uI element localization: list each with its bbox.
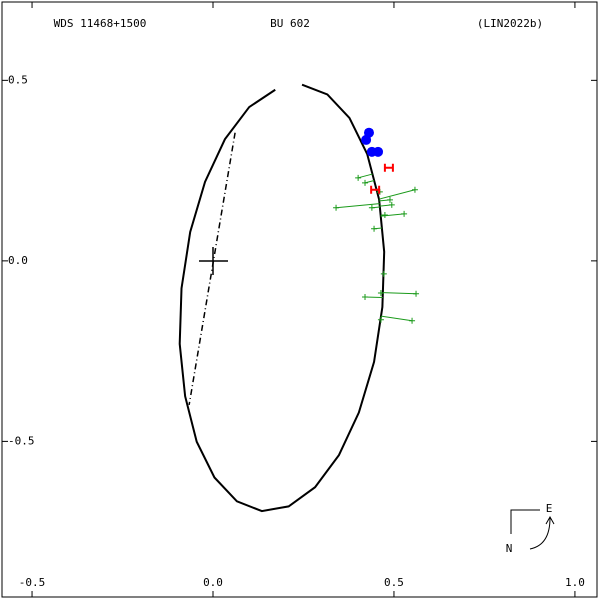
residual-line	[382, 292, 417, 295]
observation	[355, 174, 362, 181]
residual-line	[378, 189, 416, 200]
y-tick-label: 0.5	[8, 73, 28, 86]
observation-bar	[370, 185, 381, 194]
observation	[380, 270, 387, 277]
orbit	[178, 83, 386, 513]
x-tick-label: 1.0	[565, 576, 585, 589]
residual-line	[380, 315, 413, 322]
compass: E N	[506, 502, 555, 555]
residual-line	[358, 173, 373, 179]
observation-dot	[373, 146, 384, 157]
observation	[333, 204, 340, 211]
x-tick-label: 0.0	[203, 576, 223, 589]
observation	[371, 225, 378, 232]
chart-title: WDS 11468+1500	[54, 17, 147, 30]
observation	[388, 201, 395, 208]
line-of-nodes	[188, 132, 236, 406]
observation	[377, 316, 384, 323]
observation	[381, 212, 388, 219]
observation-dot	[361, 134, 372, 145]
compass-east: E	[546, 502, 553, 515]
observation-bar	[383, 163, 394, 172]
x-tick-label: -0.5	[19, 576, 46, 589]
compass-north: N	[506, 542, 513, 555]
observation	[377, 290, 384, 297]
observation	[368, 204, 375, 211]
reference: (LIN2022b)	[477, 17, 543, 30]
observation	[413, 290, 420, 297]
y-tick-label: -0.5	[8, 434, 35, 447]
observation	[362, 179, 369, 186]
residual-line	[336, 203, 380, 209]
y-tick-label: 0.0	[8, 254, 28, 267]
observation	[409, 317, 416, 324]
observation	[386, 196, 393, 203]
chart-subtitle: BU 602	[270, 17, 310, 30]
x-tick-label: 0.5	[384, 576, 404, 589]
observation	[362, 293, 369, 300]
observation	[411, 186, 418, 193]
observation	[401, 210, 408, 217]
